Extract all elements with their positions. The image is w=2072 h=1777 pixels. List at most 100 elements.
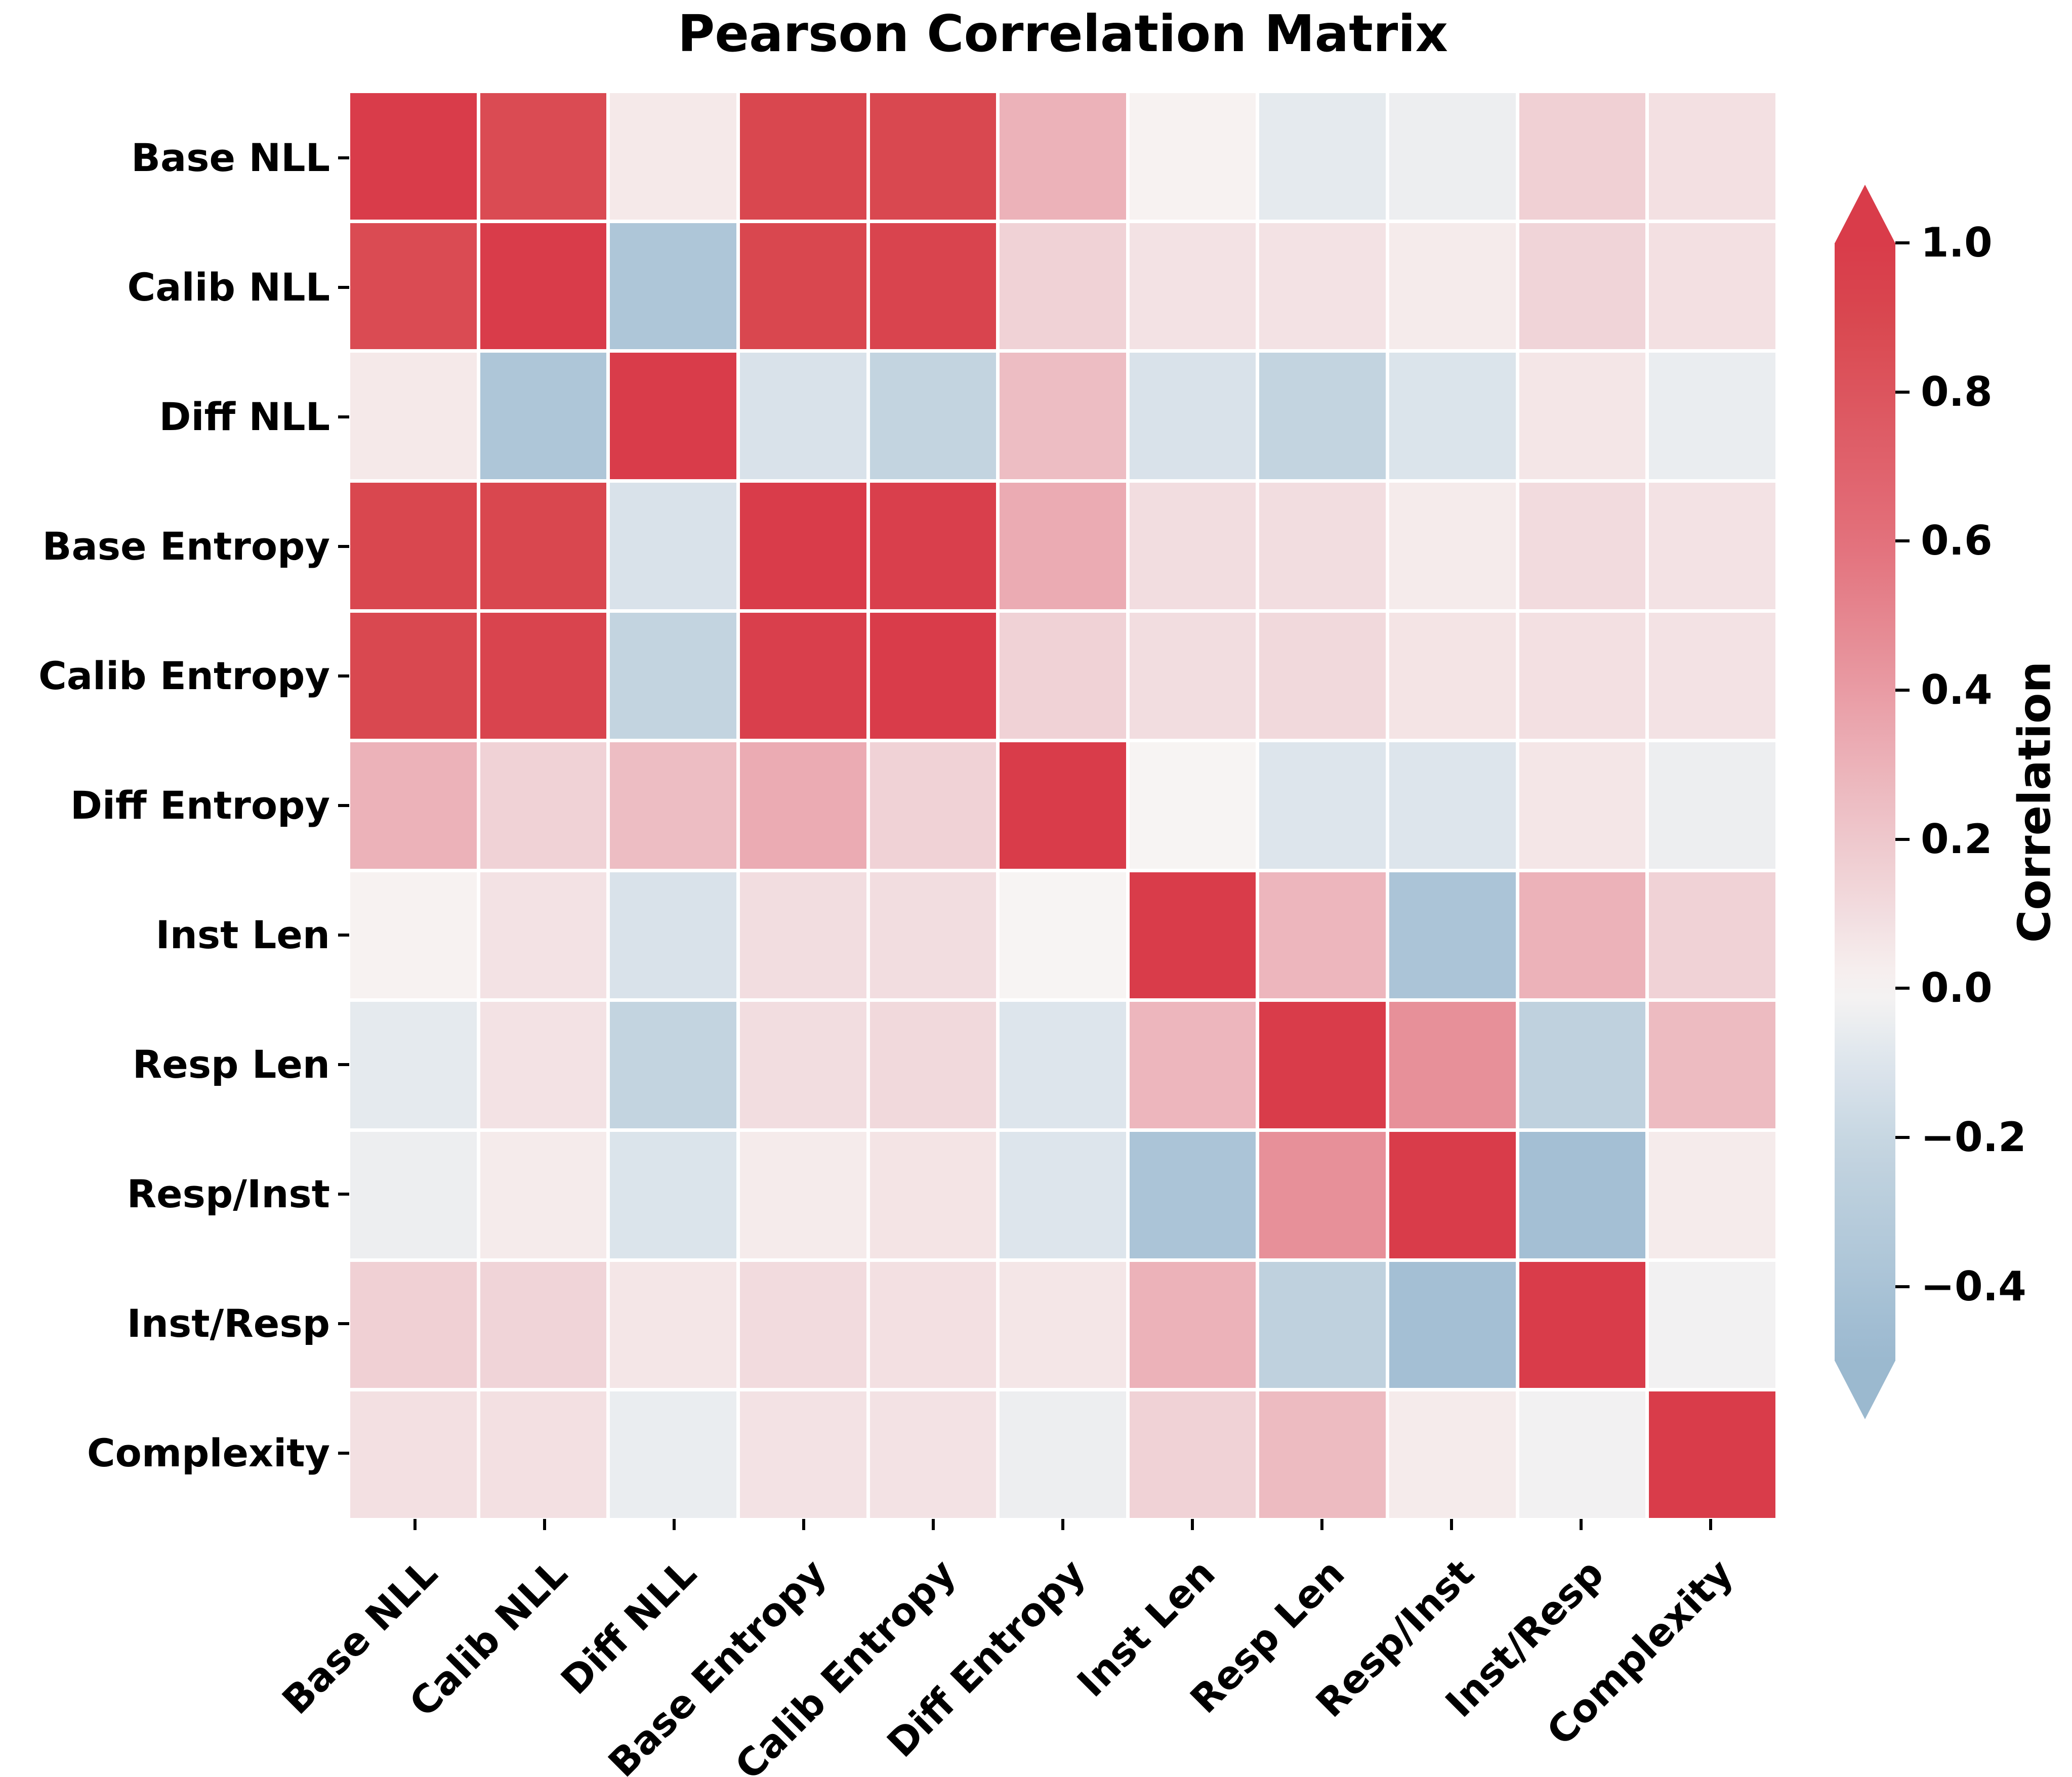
heatmap-cell — [869, 872, 997, 999]
heatmap-cell — [1259, 223, 1386, 350]
heatmap-cell — [350, 223, 477, 350]
heatmap-cell — [610, 872, 736, 999]
colorbar-tick-label: 0.8 — [1921, 368, 1993, 415]
y-tick-mark — [338, 804, 349, 807]
heatmap-cell — [1129, 612, 1256, 739]
y-tick-mark — [338, 286, 349, 289]
heatmap-cell — [610, 482, 736, 609]
x-tick-mark — [1191, 1519, 1194, 1530]
y-axis-label: Calib NLL — [127, 265, 330, 310]
y-axis-label: Base NLL — [131, 135, 330, 180]
heatmap-cell — [610, 1132, 736, 1258]
heatmap-cell — [1519, 1002, 1646, 1129]
heatmap-cell — [480, 353, 607, 479]
heatmap-cell — [1389, 1261, 1516, 1388]
heatmap-cell — [1129, 1132, 1256, 1258]
x-tick-mark — [543, 1519, 546, 1530]
colorbar-arrow-down-icon — [1835, 1361, 1895, 1419]
heatmap-cell — [1259, 742, 1386, 869]
x-tick-mark — [802, 1519, 805, 1530]
heatmap-cell — [1259, 1261, 1386, 1388]
heatmap-cell — [1389, 872, 1516, 999]
heatmap-cell — [1259, 1002, 1386, 1129]
heatmap-cell — [739, 482, 866, 609]
y-tick-mark — [338, 1322, 349, 1325]
heatmap-cell — [1000, 1391, 1126, 1518]
chart-title: Pearson Correlation Matrix — [677, 4, 1448, 63]
heatmap-cell — [1519, 353, 1646, 479]
heatmap-cell — [610, 223, 736, 350]
colorbar-tick-mark — [1895, 390, 1910, 394]
heatmap-cell — [1389, 1002, 1516, 1129]
y-axis-label: Base Entropy — [42, 524, 330, 569]
heatmap-cell — [1000, 482, 1126, 609]
heatmap-cell — [350, 353, 477, 479]
colorbar-tick-label: 0.2 — [1921, 815, 1993, 863]
y-axis-label: Inst/Resp — [127, 1301, 330, 1346]
colorbar-tick-mark — [1895, 689, 1910, 692]
heatmap-cell — [1519, 223, 1646, 350]
heatmap-cell — [1129, 93, 1256, 220]
heatmap-cell — [350, 482, 477, 609]
y-tick-mark — [338, 545, 349, 548]
colorbar-tick-label: 0.4 — [1921, 666, 1993, 713]
heatmap-cell — [350, 872, 477, 999]
heatmap-cell — [1649, 1261, 1775, 1388]
heatmap-grid — [350, 93, 1775, 1518]
heatmap-cell — [350, 1002, 477, 1129]
heatmap-cell — [1000, 1002, 1126, 1129]
colorbar-tick-label: 0.0 — [1921, 964, 1993, 1012]
heatmap-cell — [1000, 1261, 1126, 1388]
colorbar-tick-label: −0.4 — [1921, 1262, 2026, 1310]
heatmap-cell — [1649, 93, 1775, 220]
heatmap-cell — [1259, 1132, 1386, 1258]
colorbar-tick-mark — [1895, 987, 1910, 990]
heatmap-cell — [1000, 353, 1126, 479]
heatmap-cell — [739, 223, 866, 350]
y-axis-label: Inst Len — [155, 912, 330, 957]
heatmap-cell — [1259, 482, 1386, 609]
heatmap-cell — [1389, 742, 1516, 869]
heatmap-cell — [350, 742, 477, 869]
heatmap-cell — [610, 1391, 736, 1518]
x-tick-mark — [1580, 1519, 1583, 1530]
x-tick-mark — [1320, 1519, 1323, 1530]
heatmap-cell — [350, 93, 477, 220]
y-axis-label: Calib Entropy — [38, 653, 330, 698]
y-tick-mark — [338, 1452, 349, 1455]
heatmap-cell — [480, 1002, 607, 1129]
colorbar-tick-mark — [1895, 1136, 1910, 1139]
heatmap-cell — [610, 1261, 736, 1388]
heatmap-cell — [1649, 872, 1775, 999]
heatmap-cell — [1129, 482, 1256, 609]
heatmap-cell — [869, 482, 997, 609]
x-tick-mark — [673, 1519, 676, 1530]
colorbar-tick-label: 1.0 — [1921, 219, 1993, 266]
heatmap-cell — [610, 612, 736, 739]
heatmap-cell — [739, 872, 866, 999]
colorbar-tick-mark — [1895, 241, 1910, 244]
heatmap-cell — [1000, 1132, 1126, 1258]
heatmap-cell — [1389, 612, 1516, 739]
colorbar-arrow-up-icon — [1835, 185, 1895, 243]
heatmap-cell — [869, 612, 997, 739]
x-tick-mark — [1450, 1519, 1453, 1530]
heatmap-cell — [1649, 482, 1775, 609]
y-axis-label: Diff NLL — [159, 394, 330, 439]
heatmap-cell — [610, 742, 736, 869]
heatmap-cell — [869, 1391, 997, 1518]
y-axis-label: Complexity — [87, 1430, 330, 1475]
heatmap-cell — [480, 1391, 607, 1518]
heatmap-cell — [1259, 1391, 1386, 1518]
x-tick-mark — [932, 1519, 935, 1530]
heatmap-cell — [610, 93, 736, 220]
heatmap-cell — [1519, 742, 1646, 869]
heatmap-cell — [480, 482, 607, 609]
colorbar-tick-label: −0.2 — [1921, 1114, 2026, 1161]
heatmap-cell — [1129, 872, 1256, 999]
heatmap-cell — [1519, 482, 1646, 609]
heatmap-cell — [1129, 1261, 1256, 1388]
heatmap-cell — [350, 1261, 477, 1388]
heatmap-cell — [1000, 742, 1126, 869]
